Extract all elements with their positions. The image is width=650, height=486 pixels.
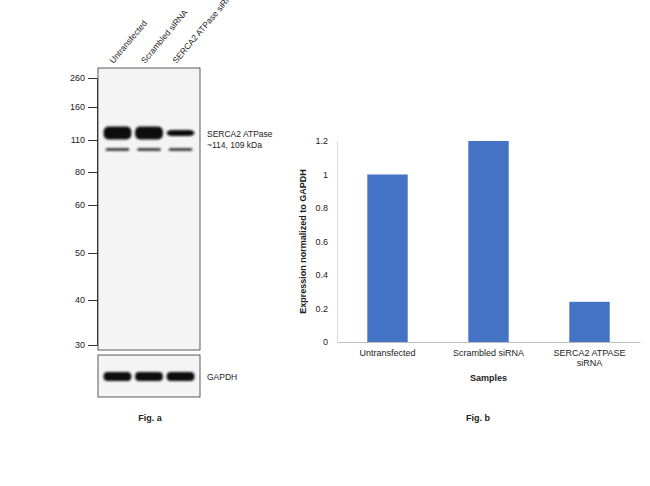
- marker-tick: 160: [70, 102, 97, 112]
- marker-tick-line: [88, 107, 97, 108]
- serca2-band: [135, 127, 163, 140]
- x-tick: Scrambled siRNA: [453, 342, 524, 358]
- marker-tick: 110: [71, 135, 97, 145]
- y-tick: 0.4: [315, 270, 337, 280]
- marker-label: 80: [75, 167, 85, 177]
- marker-label: 40: [75, 295, 85, 305]
- blot-panel: 2601601108060504030UntransfectedScramble…: [70, 0, 273, 423]
- band-label: SERCA2 ATPase~114, 109 kDa: [207, 129, 273, 150]
- x-tick: SERCA2 ATPASEsiRNA: [553, 342, 625, 368]
- bar: [367, 175, 407, 343]
- y-tick: 0.6: [315, 237, 337, 247]
- y-tick-label: 0: [323, 337, 328, 347]
- marker-label: 50: [75, 248, 85, 258]
- marker-tick: 30: [75, 340, 97, 350]
- marker-tick-line: [88, 140, 97, 141]
- bars: [367, 141, 609, 342]
- blot-frame: [98, 68, 200, 350]
- y-tick-label: 0.4: [315, 270, 328, 280]
- marker-axis-line: [88, 79, 98, 346]
- x-axis: Untransfected Scrambled siRNA SERCA2 ATPAS…: [338, 342, 641, 368]
- band-label-line: SERCA2 ATPase: [207, 129, 273, 139]
- marker-tick-line: [88, 345, 97, 346]
- caption: Fig. a: [138, 413, 162, 423]
- y-tick-label: 1: [323, 170, 328, 180]
- x-tick-label: Scrambled siRNA: [453, 348, 524, 358]
- serca2-lower-band: [106, 148, 130, 151]
- y-tick: 1.2: [315, 136, 337, 146]
- y-tick: 0.8: [315, 203, 337, 213]
- x-tick: Untransfected: [359, 342, 415, 358]
- gapdh-label: GAPDH: [207, 372, 237, 382]
- gapdh-frame: [98, 355, 200, 397]
- y-tick: 0: [323, 337, 337, 347]
- y-tick-label: 0.2: [315, 304, 328, 314]
- x-axis-title: Samples: [470, 373, 507, 383]
- x-tick-label-line: SERCA2 ATPASE: [553, 348, 625, 358]
- serca2-lower-band: [169, 148, 193, 151]
- marker-tick: 80: [75, 167, 97, 177]
- figure: 260 160 110 80 60 50 40 30 Untransfected Scramble…: [0, 0, 650, 486]
- y-axis-title: Expression normalized to GAPDH: [298, 169, 308, 314]
- marker-label: 110: [71, 135, 85, 145]
- marker-tick-line: [88, 300, 97, 301]
- y-tick-label: 1.2: [315, 136, 328, 146]
- marker-tick-line: [88, 172, 97, 173]
- x-tick-label: Untransfected: [359, 348, 415, 358]
- y-tick: 0.2: [315, 304, 337, 314]
- marker-label: 260: [70, 73, 85, 83]
- bar: [569, 302, 609, 342]
- gapdh-band: [104, 372, 132, 381]
- x-axis-line: [338, 342, 641, 343]
- marker-label: 30: [75, 340, 85, 350]
- y-axis: 0 0.2 0.4 0.6 0.8 1 1.2: [315, 136, 337, 347]
- lane-label: SERCA2 ATPase siRNA: [170, 0, 237, 65]
- marker-tick-line: [88, 78, 97, 79]
- y-tick-label: 0.6: [315, 237, 328, 247]
- serca2-band: [167, 130, 195, 136]
- caption: Fig. b: [466, 413, 490, 423]
- marker-tick-line: [88, 253, 97, 254]
- marker-tick: 40: [75, 295, 97, 305]
- y-tick-label: 0.8: [315, 203, 328, 213]
- bar-panel: 0 0.2 0.4 0.6 0.8 1 1.2 Untransfected Scrambled …: [298, 136, 641, 423]
- y-axis-line: [337, 142, 338, 343]
- marker-tick-line: [88, 205, 97, 206]
- marker-axis: 260 160 110 80 60 50 40 30: [70, 73, 98, 350]
- marker-tick: 260: [70, 73, 97, 83]
- gapdh-band: [135, 372, 163, 381]
- gapdh-band: [167, 372, 195, 381]
- bands: [104, 127, 195, 152]
- marker-label: 160: [70, 102, 85, 112]
- marker-tick: 50: [75, 248, 97, 258]
- bar: [468, 141, 508, 342]
- y-tick: 1: [323, 170, 337, 180]
- serca2-band: [104, 127, 132, 140]
- serca2-lower-band: [137, 148, 161, 151]
- x-tick-label: SERCA2 ATPASEsiRNA: [553, 348, 625, 368]
- marker-label: 60: [75, 200, 85, 210]
- x-tick-label-line: siRNA: [577, 358, 603, 368]
- marker-tick: 60: [75, 200, 97, 210]
- band-label-line: ~114, 109 kDa: [207, 140, 262, 150]
